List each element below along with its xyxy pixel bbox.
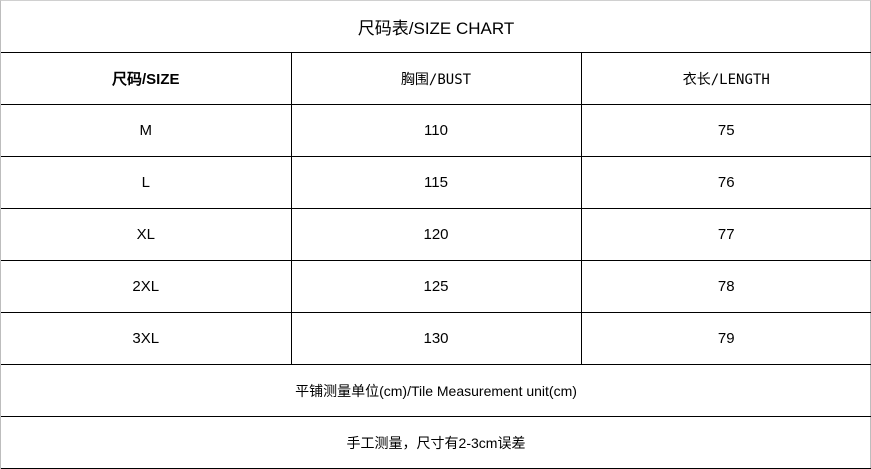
cell-bust: 115 — [290, 156, 582, 209]
cell-length: 76 — [580, 156, 871, 209]
cell-size: L — [1, 156, 292, 209]
header-bust: 胸围/BUST — [290, 52, 582, 105]
tolerance-note-row: 手工测量，尺寸有2-3cm误差 — [1, 416, 871, 469]
header-length: 衣长/LENGTH — [580, 52, 871, 105]
cell-size: M — [1, 104, 292, 157]
table-row: 2XL 125 78 — [1, 260, 871, 313]
tolerance-note: 手工测量，尺寸有2-3cm误差 — [1, 416, 871, 469]
table-row: M 110 75 — [1, 104, 871, 157]
header-row: 尺码/SIZE 胸围/BUST 衣长/LENGTH — [1, 52, 871, 105]
cell-length: 78 — [580, 260, 871, 313]
cell-size: XL — [1, 208, 292, 261]
table-row: XL 120 77 — [1, 208, 871, 261]
cell-length: 77 — [580, 208, 871, 261]
unit-note: 平铺测量单位(cm)/Tile Measurement unit(cm) — [1, 364, 871, 417]
table-row: L 115 76 — [1, 156, 871, 209]
title-row: 尺码表/SIZE CHART — [1, 1, 871, 53]
unit-note-row: 平铺测量单位(cm)/Tile Measurement unit(cm) — [1, 364, 871, 417]
cell-length: 79 — [580, 312, 871, 365]
cell-size: 2XL — [1, 260, 292, 313]
cell-size: 3XL — [1, 312, 292, 365]
table-row: 3XL 130 79 — [1, 312, 871, 365]
cell-length: 75 — [580, 104, 871, 157]
header-size: 尺码/SIZE — [1, 52, 292, 105]
cell-bust: 130 — [290, 312, 582, 365]
cell-bust: 120 — [290, 208, 582, 261]
cell-bust: 110 — [290, 104, 582, 157]
cell-bust: 125 — [290, 260, 582, 313]
chart-title: 尺码表/SIZE CHART — [1, 1, 871, 53]
